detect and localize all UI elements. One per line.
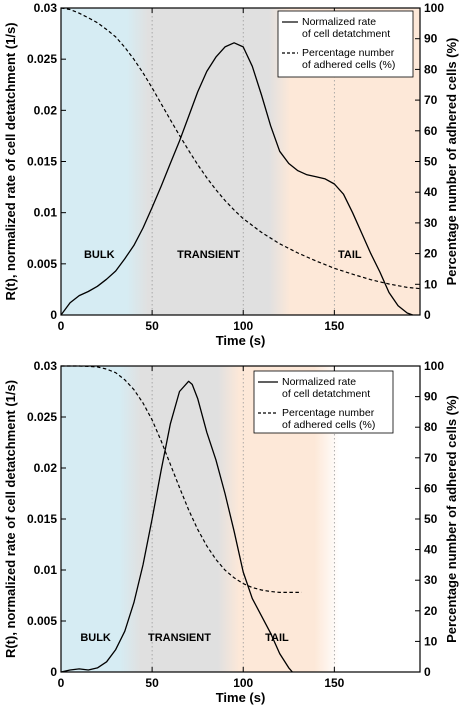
y-tick-label: 0.03 <box>34 1 58 15</box>
region-label-bulk: BULK <box>80 632 111 644</box>
y2-tick-label: 20 <box>424 247 438 261</box>
series-percentage-adhered <box>61 365 302 594</box>
legend-label: Normalized rate <box>302 16 376 28</box>
region-label-transient: TRANSIENT <box>148 632 211 644</box>
y-tick-label: 0.025 <box>27 52 57 66</box>
series-detachment-rate <box>60 380 293 673</box>
region-label-transient: TRANSIENT <box>177 249 240 261</box>
y-tick-label: 0.005 <box>27 257 57 271</box>
legend-label: Percentage number <box>282 407 375 419</box>
y2-tick-label: 30 <box>424 573 438 587</box>
x-tick-label: 100 <box>233 676 253 690</box>
y2-tick-label: 50 <box>424 155 438 169</box>
y2-tick-label: 80 <box>424 62 438 76</box>
y2-tick-label: 90 <box>424 390 438 404</box>
legend-label: of cell detatchment <box>282 388 370 400</box>
y-tick-label: 0.03 <box>34 359 58 373</box>
series-percentage-adhered <box>60 7 421 290</box>
y-tick-label: 0.005 <box>27 614 57 628</box>
y-tick-label: 0.025 <box>27 410 57 424</box>
region-label-bulk: BULK <box>84 249 115 261</box>
y2-tick-label: 0 <box>424 308 431 322</box>
legend-label: of adhered cells (%) <box>302 59 395 71</box>
y2-tick-label: 70 <box>424 451 438 465</box>
legend-label: of adhered cells (%) <box>282 419 375 431</box>
legend-label: Normalized rate <box>282 376 356 388</box>
legend-box <box>277 10 414 78</box>
y2-tick-label: 100 <box>424 1 444 15</box>
y2-tick-label: 10 <box>424 277 438 291</box>
y2-axis-title: Percentage number of adhered cells (%) <box>444 395 459 643</box>
x-axis-title: Time (s) <box>216 690 266 705</box>
y-tick-label: 0.01 <box>34 563 58 577</box>
y2-tick-label: 40 <box>424 185 438 199</box>
x-tick-label: 50 <box>145 319 159 333</box>
y2-tick-label: 50 <box>424 512 438 526</box>
y2-tick-label: 100 <box>424 359 444 373</box>
y-tick-label: 0.015 <box>27 155 57 169</box>
y-tick-label: 0.02 <box>34 103 58 117</box>
y2-tick-label: 30 <box>424 216 438 230</box>
y2-tick-label: 90 <box>424 32 438 46</box>
x-tick-label: 150 <box>324 319 344 333</box>
legend-label: Percentage number <box>302 47 395 59</box>
y-tick-label: 0.01 <box>34 206 58 220</box>
y2-axis-title: Percentage number of adhered cells (%) <box>444 38 459 286</box>
legend-label: of cell detatchment <box>302 28 390 40</box>
x-axis-title: Time (s) <box>216 333 266 348</box>
x-tick-label: 100 <box>233 319 253 333</box>
series-detachment-rate <box>60 42 413 316</box>
y2-tick-label: 60 <box>424 124 438 138</box>
y2-tick-label: 40 <box>424 543 438 557</box>
y2-tick-label: 0 <box>424 665 431 679</box>
y-tick-label: 0 <box>50 665 57 679</box>
y-tick-label: 0.02 <box>34 461 58 475</box>
y-tick-label: 0 <box>50 308 57 322</box>
region-label-tail: TAIL <box>338 249 362 261</box>
x-tick-label: 0 <box>58 676 65 690</box>
y2-tick-label: 70 <box>424 93 438 107</box>
y2-tick-label: 10 <box>424 634 438 648</box>
y2-tick-label: 60 <box>424 481 438 495</box>
legend-box <box>253 370 394 434</box>
x-tick-label: 150 <box>324 676 344 690</box>
y2-tick-label: 20 <box>424 604 438 618</box>
x-tick-label: 0 <box>58 319 65 333</box>
y-axis-title: R(t), normalized rate of cell detatchmen… <box>3 380 18 658</box>
y-axis-title: R(t), normalized rate of cell detatchmen… <box>3 22 18 300</box>
x-tick-label: 50 <box>145 676 159 690</box>
y-tick-label: 0.015 <box>27 512 57 526</box>
region-label-tail: TAIL <box>265 632 289 644</box>
y2-tick-label: 80 <box>424 420 438 434</box>
